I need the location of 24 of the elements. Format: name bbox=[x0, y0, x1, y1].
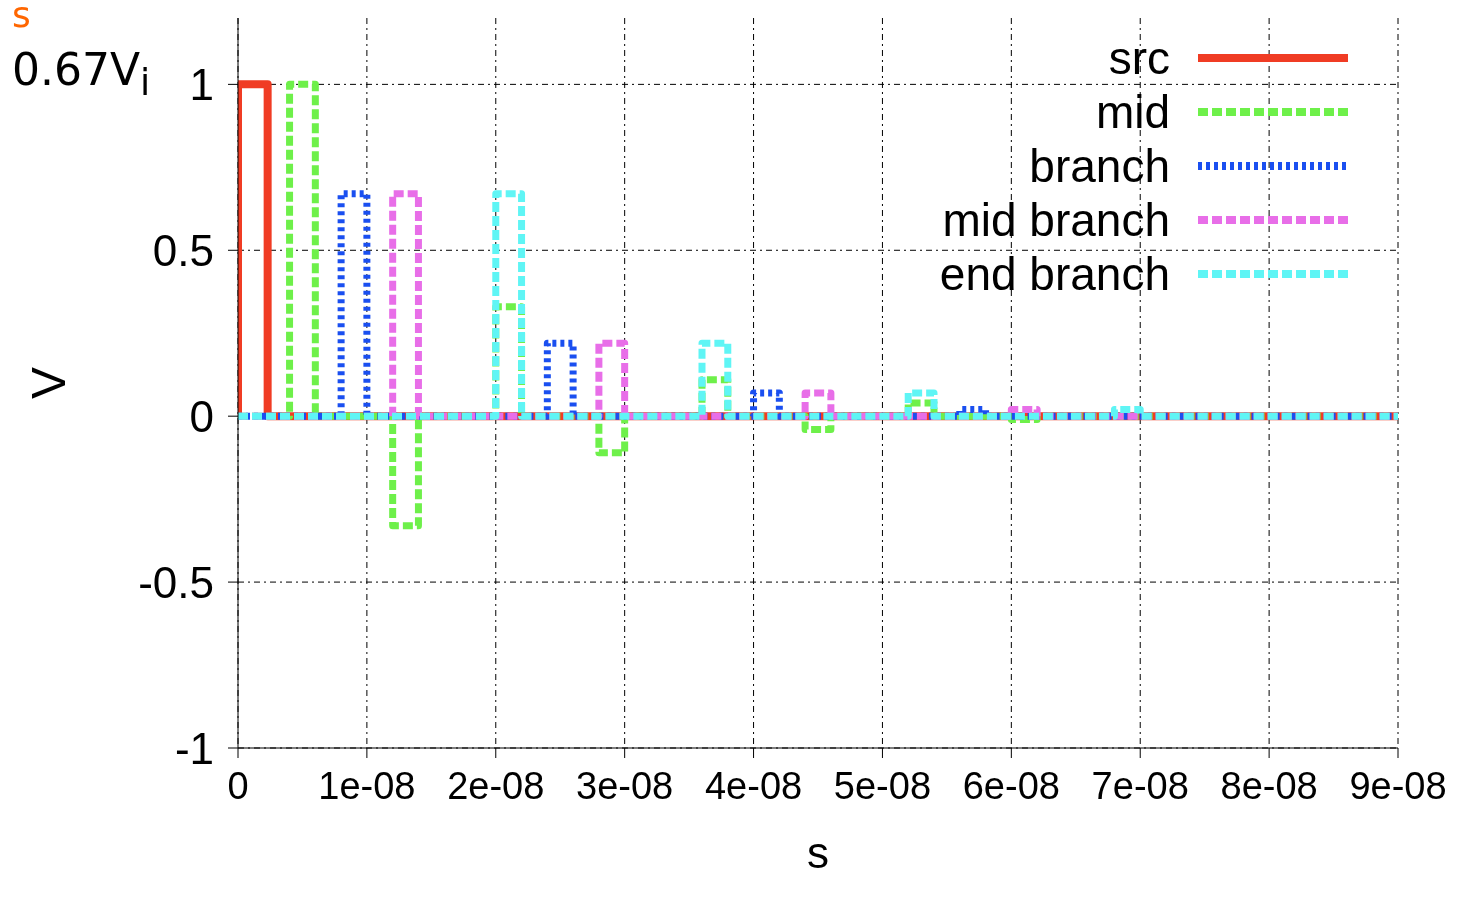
y-tick-label: 0.5 bbox=[152, 225, 214, 275]
x-tick-label: 1e-08 bbox=[318, 764, 416, 807]
legend-label: mid branch bbox=[942, 194, 1170, 246]
x-tick-label: 4e-08 bbox=[704, 764, 803, 807]
x-tick-label: 7e-08 bbox=[1091, 764, 1189, 807]
x-tick-label: 6e-08 bbox=[962, 764, 1060, 807]
y-tick-label: 0 bbox=[189, 391, 214, 441]
legend-label: mid bbox=[1095, 86, 1170, 138]
note-text: 0.67V$_{i}$ bbox=[12, 44, 151, 104]
legend-label: end branch bbox=[939, 248, 1170, 300]
x-tick-label: 9e-08 bbox=[1349, 764, 1447, 807]
x-tick-label: 0 bbox=[227, 764, 249, 807]
y-tick-label: -1 bbox=[174, 723, 214, 773]
y-axis-title: V bbox=[22, 366, 76, 400]
x-tick-label: 3e-08 bbox=[576, 764, 674, 807]
legend-label: src bbox=[1108, 32, 1170, 84]
x-tick-label: 8e-08 bbox=[1220, 764, 1318, 807]
x-axis-title: s bbox=[807, 828, 829, 877]
x-tick-label: 5e-08 bbox=[833, 764, 932, 807]
y-tick-label: -0.5 bbox=[138, 557, 214, 607]
x-tick-label: 2e-08 bbox=[447, 764, 545, 807]
note-text: s bbox=[12, 0, 31, 35]
y-tick-label: 1 bbox=[189, 59, 214, 109]
legend-label: branch bbox=[1029, 140, 1170, 192]
